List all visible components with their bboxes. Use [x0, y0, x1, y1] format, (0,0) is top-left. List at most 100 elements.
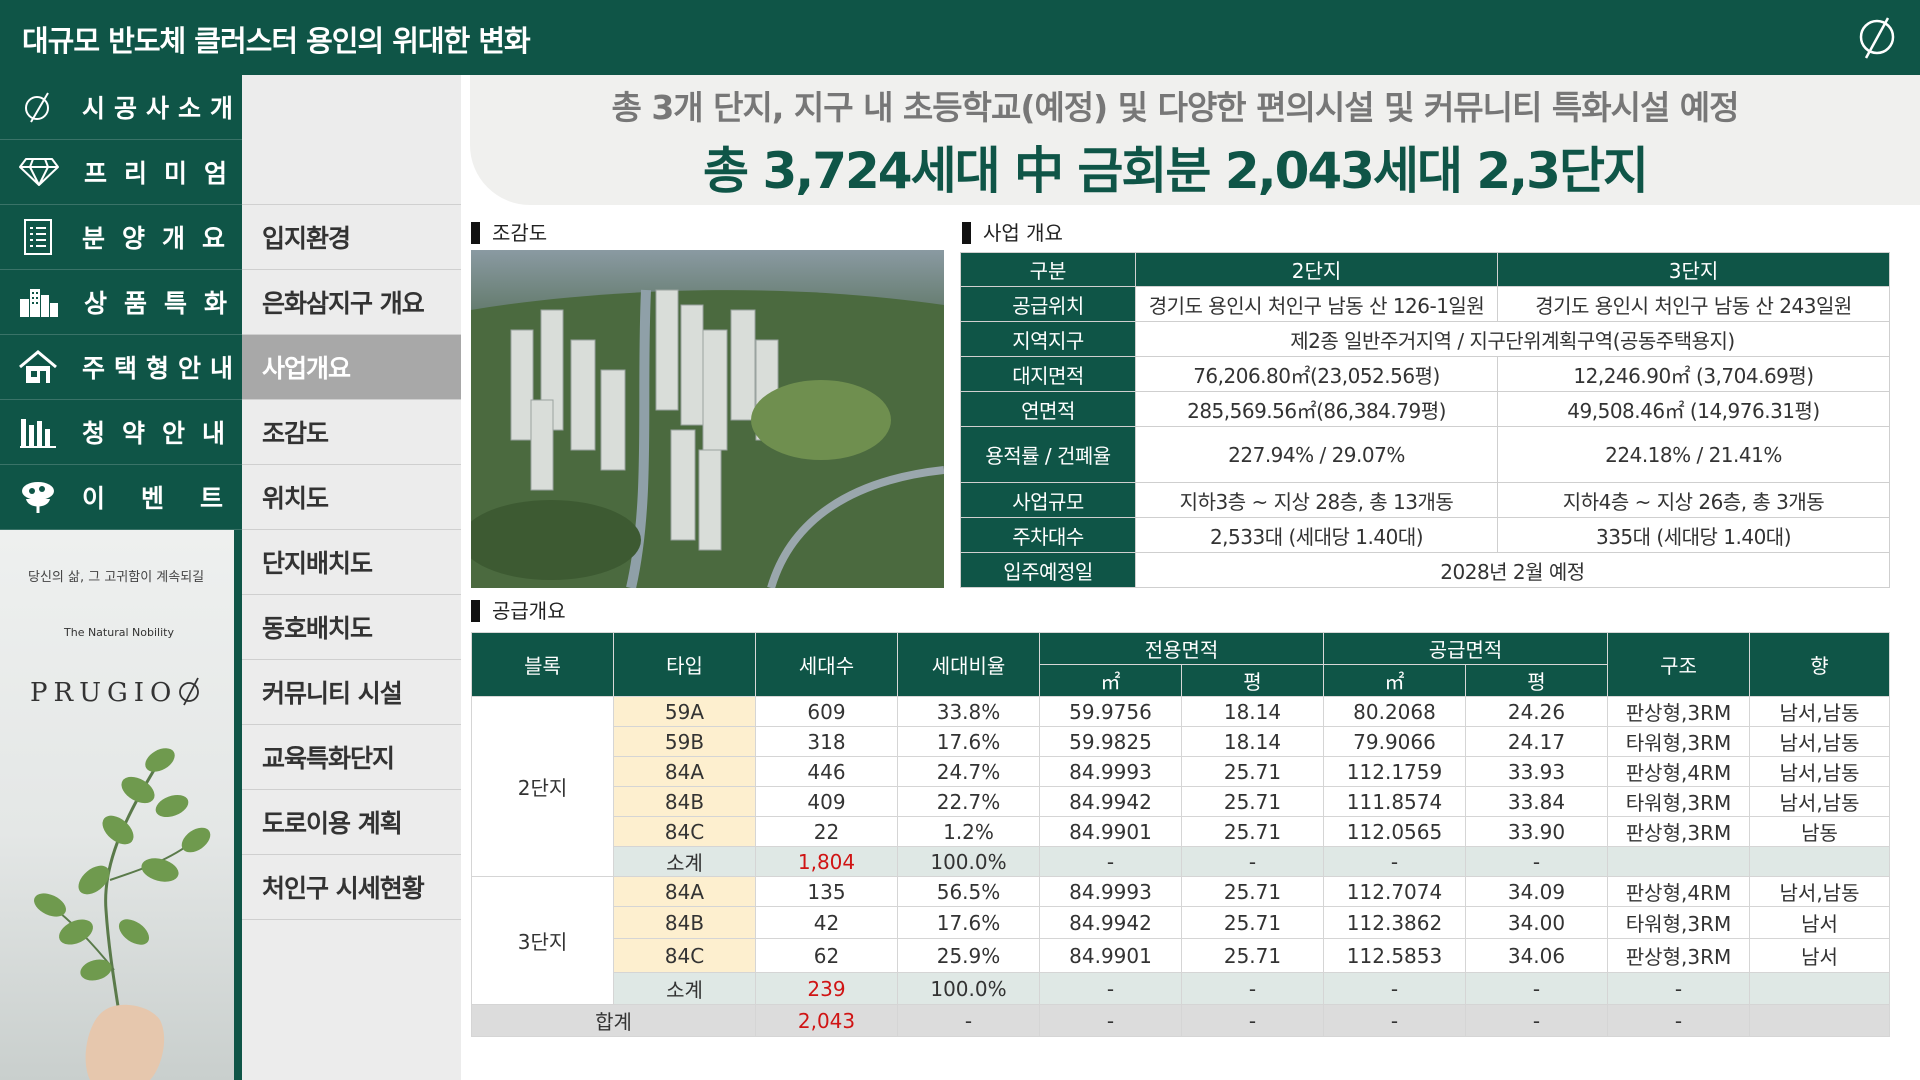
sub-nav-item-market-price[interactable]: 처인구 시세현황	[242, 855, 461, 920]
row-label: 주차대수	[960, 517, 1136, 553]
dash-cell: -	[1039, 1004, 1182, 1037]
table-row: 입주예정일 2028년 2월 예정	[960, 552, 1890, 588]
sub-nav-item-unit-layout[interactable]: 동호배치도	[242, 595, 461, 660]
type-cell: 84C	[613, 938, 756, 973]
sub-nav-item-education[interactable]: 교육특화단지	[242, 725, 461, 790]
sub-nav-item-location-map[interactable]: 위치도	[242, 465, 461, 530]
type-cell: 84A	[613, 756, 756, 787]
prugio-leaf-logo-icon[interactable]	[1852, 12, 1902, 62]
table-row: 84B 409 22.7% 84.9942 25.71 111.8574 33.…	[472, 786, 1890, 817]
sub-nav-item-location[interactable]: 입지환경	[242, 205, 461, 270]
cell-value: 335대 (세대당 1.40대)	[1497, 517, 1890, 553]
subtotal-row: 소계 1,804 100.0% - - - -	[472, 846, 1890, 877]
business-overview-table: 구분 2단지 3단지 공급위치 경기도 용인시 처인구 남동 산 126-1일원…	[960, 252, 1890, 588]
table-row: 84A 446 24.7% 84.9993 25.71 112.1759 33.…	[472, 756, 1890, 787]
gift-icon	[18, 477, 58, 517]
row-label: 연면적	[960, 391, 1136, 427]
column-header: 평	[1465, 664, 1608, 697]
cell-value: 80.2068	[1323, 696, 1466, 727]
cell-value: 1.2%	[897, 816, 1040, 847]
cell-value: 판상형,4RM	[1607, 876, 1750, 907]
sub-nav-item-business-overview[interactable]: 사업개요	[242, 335, 461, 400]
cell-value: 135	[755, 876, 898, 907]
nav-item-sale-overview[interactable]: 분양개요	[0, 205, 242, 270]
nav-item-product[interactable]: 상품특화	[0, 270, 242, 335]
cell-value: 12,246.90㎡ (3,704.69평)	[1497, 356, 1890, 392]
row-label: 입주예정일	[960, 552, 1136, 588]
nav-item-premium[interactable]: 프리미엄	[0, 140, 242, 205]
column-header: 2단지	[1135, 252, 1498, 287]
type-cell: 84B	[613, 906, 756, 939]
cell-value: 24.17	[1465, 726, 1608, 757]
sub-nav-item-community[interactable]: 커뮤니티 시설	[242, 660, 461, 725]
cell-value: 남동	[1749, 816, 1890, 847]
cell-value: 남서,남동	[1749, 726, 1890, 757]
sub-nav-item-site-plan[interactable]: 단지배치도	[242, 530, 461, 595]
section-label-aerial: 조감도	[471, 222, 547, 244]
total-row: 합계 2,043 - - - - - -	[471, 1004, 1890, 1037]
dash-cell: -	[1039, 846, 1182, 877]
aerial-view-image[interactable]	[471, 250, 944, 588]
nav-item-label: 이벤트	[82, 484, 260, 513]
row-label: 대지면적	[960, 356, 1136, 392]
sub-nav-item-road-plan[interactable]: 도로이용 계획	[242, 790, 461, 855]
cell-value: 판상형,3RM	[1607, 938, 1750, 973]
column-header: 블록	[471, 632, 614, 697]
cell-value: 79.9066	[1323, 726, 1466, 757]
brand-panel: 당신의 삶, 그 고귀함이 계속되길 The Natural Nobility …	[0, 530, 242, 1080]
nav-item-builder-intro[interactable]: 시공사소개	[0, 75, 242, 140]
column-header: 향	[1749, 632, 1890, 697]
table-row: 공급위치 경기도 용인시 처인구 남동 산 126-1일원 경기도 용인시 처인…	[960, 286, 1890, 322]
cell-value: 25.71	[1181, 906, 1324, 939]
nav-item-event[interactable]: 이벤트	[0, 465, 242, 530]
cell-value: 112.3862	[1323, 906, 1466, 939]
section-label-supply: 공급개요	[471, 600, 566, 622]
cell-value: 25.71	[1181, 756, 1324, 787]
cell-value: 판상형,3RM	[1607, 696, 1750, 727]
dash-cell: -	[1607, 972, 1750, 1005]
block-name: 3단지	[471, 876, 614, 1005]
block-name: 2단지	[471, 696, 614, 877]
table-header-row: 블록 타입 세대수 세대비율 전용면적 공급면적 구조 향	[471, 632, 1890, 697]
cell-value: 남서	[1749, 906, 1890, 939]
headline-subtitle: 총 3개 단지, 지구 내 초등학교(예정) 및 다양한 편의시설 및 커뮤니티…	[611, 88, 1739, 127]
sub-nav-item-aerial-view[interactable]: 조감도	[242, 400, 461, 465]
table-row: 지역지구 제2종 일반주거지역 / 지구단위계획구역(공동주택용지)	[960, 321, 1890, 357]
cell-value: 남서,남동	[1749, 876, 1890, 907]
sub-navigation: 입지환경 은화삼지구 개요 사업개요 조감도 위치도 단지배치도 동호배치도 커…	[242, 75, 461, 1080]
type-cell: 59B	[613, 726, 756, 757]
cell-value: 59.9756	[1039, 696, 1182, 727]
document-icon	[18, 217, 58, 257]
total-label: 합계	[471, 1004, 756, 1037]
cell-value: 판상형,4RM	[1607, 756, 1750, 787]
cell-value: 285,569.56㎡(86,384.79평)	[1135, 391, 1498, 427]
nav-item-subscription[interactable]: 청약안내	[0, 400, 242, 465]
sub-nav-item-district[interactable]: 은화삼지구 개요	[242, 270, 461, 335]
cell-value: 318	[755, 726, 898, 757]
row-label: 용적률 / 건폐율	[960, 426, 1136, 483]
cell-value: 22.7%	[897, 786, 1040, 817]
cell-value: 2028년 2월 예정	[1135, 552, 1890, 588]
total-households: 2,043	[755, 1004, 898, 1037]
subtotal-label: 소계	[613, 846, 756, 877]
nav-item-label: 청약안내	[81, 419, 242, 448]
cell-value: 111.8574	[1323, 786, 1466, 817]
table-header-row: ㎡ 평 ㎡ 평	[472, 664, 1890, 697]
brand-rail	[234, 530, 242, 1080]
cell-value: 34.00	[1465, 906, 1608, 939]
dash-cell: -	[1181, 1004, 1324, 1037]
subtotal-row: 소계 239 100.0% - - - - -	[472, 972, 1890, 1005]
table-row: 3단지 84A 135 56.5% 84.9993 25.71 112.7074…	[471, 876, 1890, 1005]
nav-item-unit-types[interactable]: 주택형안내	[0, 335, 242, 400]
cell-value: 타워형,3RM	[1607, 786, 1750, 817]
buildings-icon	[18, 282, 60, 322]
column-header: 구조	[1607, 632, 1750, 697]
table-row: 84C 22 1.2% 84.9901 25.71 112.0565 33.90…	[472, 816, 1890, 847]
column-header: ㎡	[1039, 664, 1182, 697]
cell-value: 남서	[1749, 938, 1890, 973]
cell-value: 56.5%	[897, 876, 1040, 907]
cell-value: 112.5853	[1323, 938, 1466, 973]
cell-value: 24.26	[1465, 696, 1608, 727]
cell-value: 34.09	[1465, 876, 1608, 907]
cell-value: 타워형,3RM	[1607, 726, 1750, 757]
